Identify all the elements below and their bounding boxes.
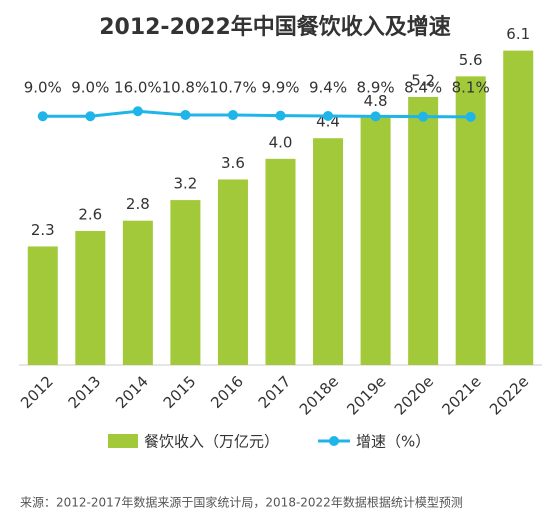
x-tick-label: 2018e [296,372,342,418]
data-label: 4.8 [364,92,388,110]
data-label: 4.0 [269,133,293,151]
bar [265,158,296,365]
data-label: 9.0% [24,79,62,97]
data-label: 8.9% [357,79,395,97]
x-tick-label: 2016 [207,372,247,412]
data-label: 6.1 [506,25,530,43]
marker [37,111,48,122]
marker [465,111,476,122]
data-label: 9.0% [71,79,109,97]
marker [275,110,286,121]
data-label: 8.1% [452,79,490,97]
marker [227,110,238,121]
data-label: 10.8% [162,79,210,97]
x-tick-label: 2017 [255,372,295,412]
data-label: 2.6 [78,206,102,224]
data-label: 16.0% [114,79,162,97]
x-tick-label: 2014 [112,372,152,412]
data-label: 5.6 [459,51,483,69]
data-label: 3.2 [173,175,197,193]
data-label: 2.3 [31,221,55,239]
marker [85,111,96,122]
line [42,109,471,119]
data-label: 9.9% [261,79,299,97]
bar [170,200,201,365]
chart-title: 2012-2022年中国餐饮收入及增速 [99,14,451,40]
bar [360,117,391,365]
x-tick-label: 2022e [486,372,532,418]
marker [180,109,191,120]
bar [75,231,106,365]
data-label: 9.4% [309,79,347,97]
data-label: 3.6 [221,154,245,172]
bar [217,179,248,365]
data-label: 2.8 [126,195,150,213]
legend-swatch [108,434,138,448]
marker [418,111,429,122]
legend-label: 餐饮收入（万亿元） [144,433,279,451]
data-label: 10.7% [209,79,257,97]
data-label: 5.2 [411,72,435,90]
bar [408,97,439,365]
x-tick-label: 2013 [65,372,105,412]
bar [455,76,486,365]
legend-marker [329,436,339,446]
marker [132,106,143,117]
bar [313,138,344,365]
marker [370,111,381,122]
data-label: 8.4% [404,79,442,97]
x-tick-label: 2015 [160,372,200,412]
bar [27,246,58,365]
x-tick-label: 2021e [438,372,484,418]
legend-label: 增速（%） [356,433,430,451]
bar [122,220,153,365]
source: 来源：2012-2017年数据来源于国家统计局，2018-2022年数据根据统计… [20,495,463,510]
marker [323,110,334,121]
x-tick-label: 2012 [17,372,57,412]
bar [503,50,534,365]
x-tick-label: 2020e [391,372,437,418]
x-tick-label: 2019e [343,372,389,418]
